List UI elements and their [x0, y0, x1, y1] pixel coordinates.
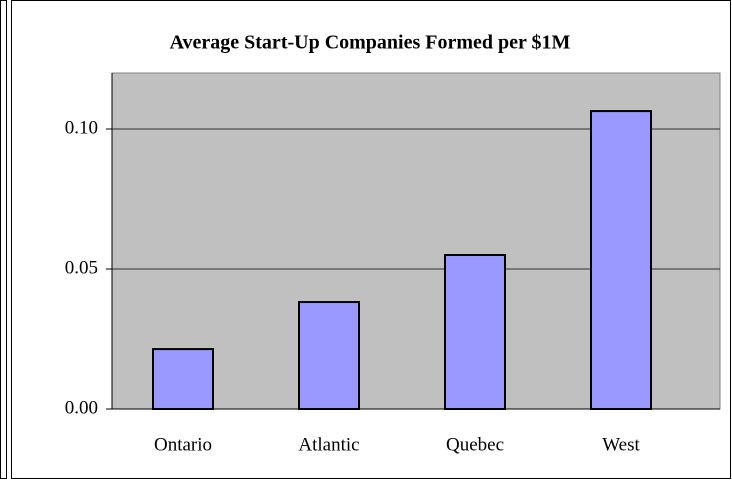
bar — [590, 110, 652, 411]
bar — [152, 348, 214, 410]
x-tick-label: Ontario — [154, 434, 212, 455]
y-tick-label: 0.05 — [65, 257, 98, 278]
chart-title: Average Start-Up Companies Formed per $1… — [170, 32, 571, 54]
x-tick-label: Atlantic — [298, 434, 359, 455]
x-tick-label: Quebec — [446, 434, 504, 455]
side-frame — [0, 0, 7, 479]
y-tick-label: 0.10 — [65, 117, 98, 138]
bar — [444, 254, 506, 410]
x-tick-label: West — [602, 434, 640, 455]
y-tick-label: 0.00 — [65, 397, 98, 418]
bar — [298, 301, 360, 411]
